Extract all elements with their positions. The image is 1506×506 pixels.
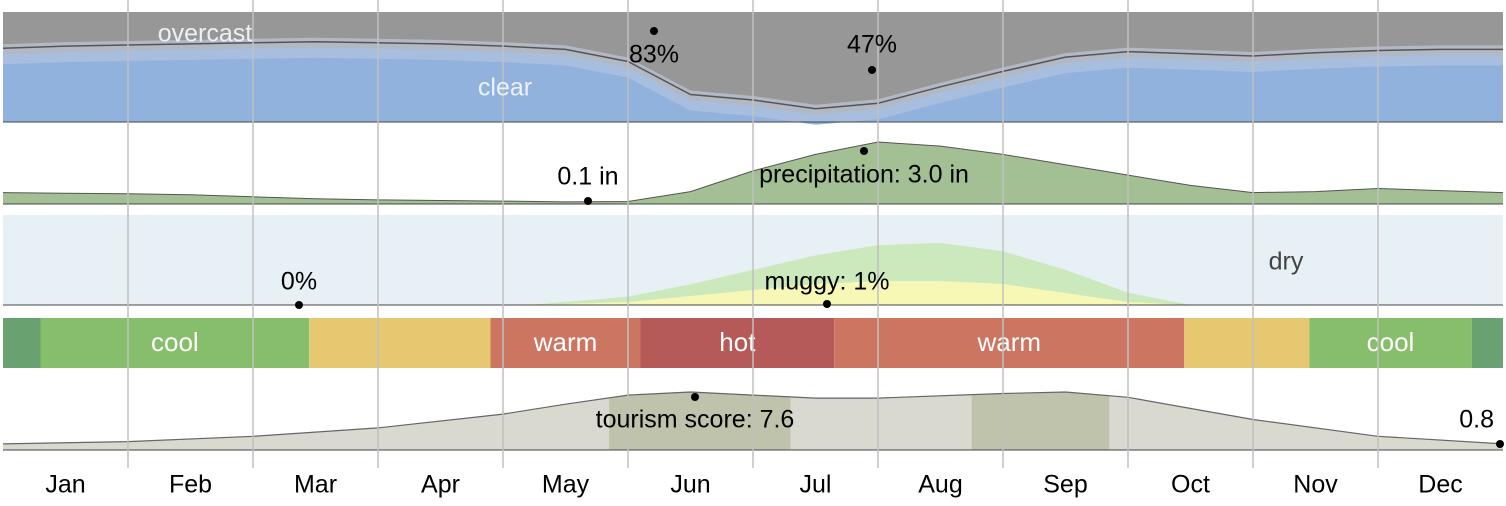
muggy-min-label: 0% bbox=[281, 268, 317, 296]
month-label: Sep bbox=[1043, 471, 1087, 499]
temp-segment-label: warm bbox=[533, 327, 598, 357]
muggy-max-dot bbox=[823, 300, 831, 308]
month-label: Dec bbox=[1418, 471, 1462, 499]
dry-label: dry bbox=[1269, 248, 1304, 276]
temp-segment-warm bbox=[490, 318, 641, 368]
cloud-min-dot bbox=[650, 27, 658, 35]
clear-label: clear bbox=[478, 74, 532, 102]
temp-segment-warm bbox=[834, 318, 1185, 368]
temp-segment-cold bbox=[1471, 318, 1503, 368]
precip-min-dot bbox=[584, 197, 592, 205]
cloud-max-label: 47% bbox=[847, 31, 897, 59]
temp-segment-cool bbox=[40, 318, 310, 368]
precip-max-dot bbox=[860, 147, 868, 155]
temp-segment-label: cool bbox=[1367, 327, 1415, 357]
tourism-end-dot bbox=[1496, 440, 1504, 448]
month-label: Oct bbox=[1171, 471, 1210, 499]
month-label: Jun bbox=[670, 471, 710, 499]
overcast-label: overcast bbox=[158, 20, 253, 48]
month-gridlines bbox=[127, 0, 1379, 468]
month-label: Nov bbox=[1293, 471, 1338, 499]
month-axis: Jan Feb Mar Apr May Jun Jul Aug Sep Oct Nov Dec bbox=[45, 471, 1462, 499]
tourism-max-dot bbox=[691, 393, 699, 401]
month-label: Jul bbox=[800, 471, 832, 499]
temp-segment-label: hot bbox=[719, 327, 756, 357]
cloud-max-dot bbox=[868, 66, 876, 74]
muggy-min-dot bbox=[295, 301, 303, 309]
month-label: Apr bbox=[421, 471, 460, 499]
tourism-best-period bbox=[971, 392, 1110, 450]
tourism-end-label: 0.8 bbox=[1459, 406, 1494, 434]
annotations: overcast clear 83% 47% 0.1 in precipitation: … bbox=[158, 20, 1504, 448]
month-label: Feb bbox=[169, 471, 212, 499]
month-label: Aug bbox=[918, 471, 962, 499]
temp-segment-cold bbox=[3, 318, 41, 368]
month-label: Jan bbox=[45, 471, 85, 499]
precip-max-label: precipitation: 3.0 in bbox=[759, 161, 969, 189]
temperature-band-panel: cool warm hot warm cool bbox=[3, 318, 1503, 368]
tourism-max-label: tourism score: 7.6 bbox=[596, 406, 795, 434]
month-label: May bbox=[542, 471, 590, 499]
temp-segment-label: warm bbox=[976, 327, 1041, 357]
month-label: Mar bbox=[294, 471, 337, 499]
tourism-best-period bbox=[609, 392, 791, 450]
cloud-min-label: 83% bbox=[629, 41, 679, 69]
temp-segment-label: cool bbox=[151, 327, 199, 357]
precip-min-label: 0.1 in bbox=[557, 163, 618, 191]
temp-segment-hot bbox=[640, 318, 835, 368]
temp-segment-cool bbox=[1309, 318, 1472, 368]
temp-segment-comfortable bbox=[1184, 318, 1310, 368]
muggy-max-label: muggy: 1% bbox=[764, 268, 889, 296]
temp-segment-comfortable bbox=[309, 318, 491, 368]
